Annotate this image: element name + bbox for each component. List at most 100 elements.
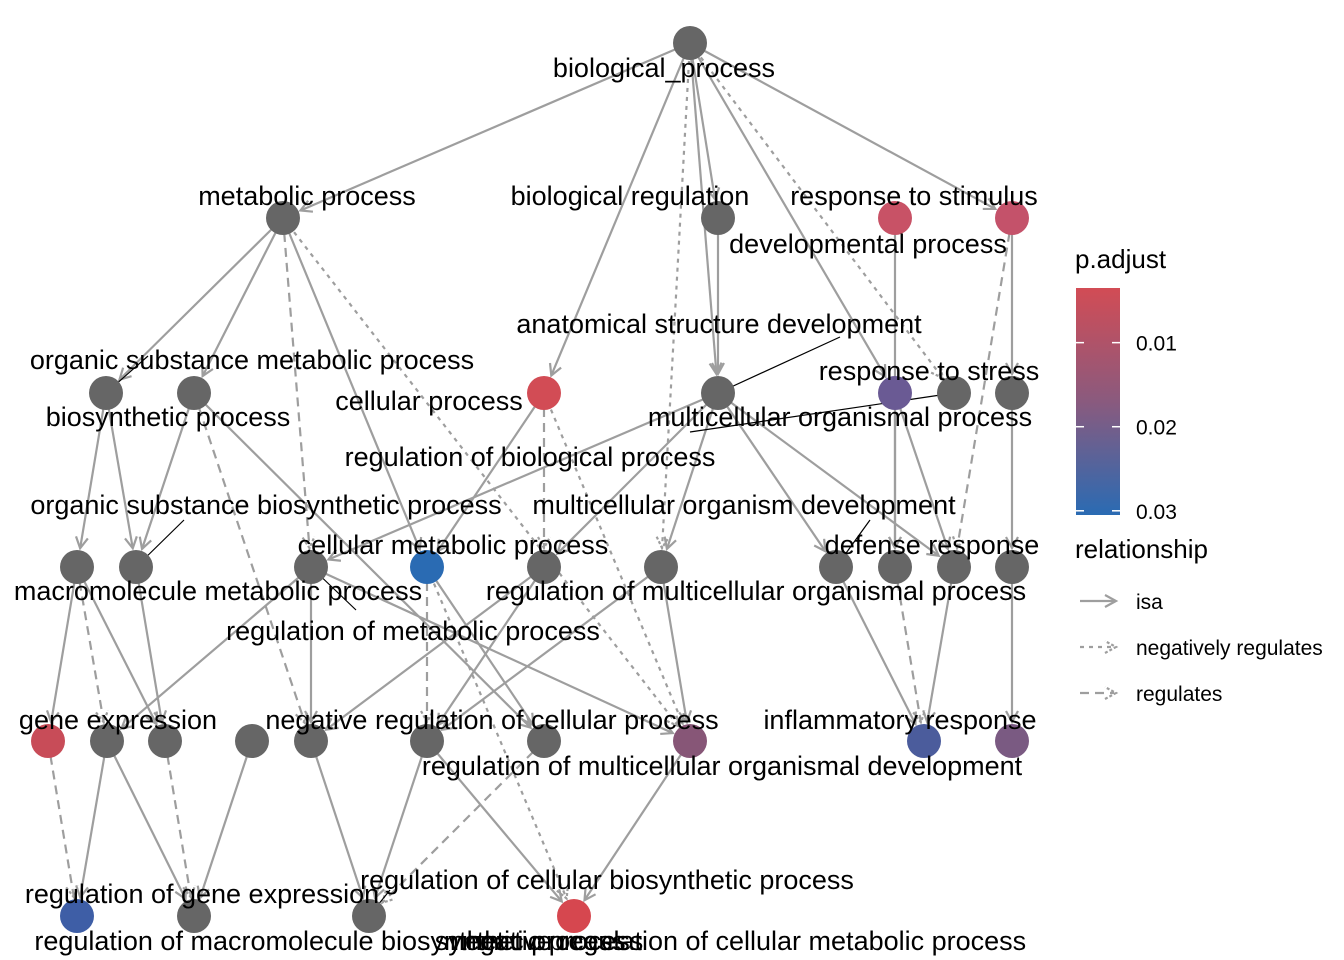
go-node-asd[interactable]	[701, 376, 735, 410]
edge-arrowhead	[326, 549, 342, 562]
edge-arrowhead	[45, 710, 60, 725]
edge-isa	[688, 42, 717, 200]
edge-regulates	[192, 392, 306, 724]
go-node-label: regulation of gene expression	[25, 879, 379, 909]
edge-isa	[325, 566, 545, 731]
go-node-label: regulation of macromolecule biosynthetic…	[34, 926, 625, 956]
edge-arrowhead	[583, 887, 597, 903]
edge-isa	[426, 740, 563, 903]
go-node-label: synthetic process	[435, 926, 644, 956]
edge-isa	[281, 217, 421, 550]
edge-negatively-regulates	[425, 566, 568, 899]
legend-edge-key-label: negatively regulates	[1136, 637, 1323, 660]
go-node-r5f[interactable]	[995, 724, 1029, 758]
edge-arrowhead	[138, 536, 152, 552]
go-node-rtst[interactable]	[878, 376, 912, 410]
edge-arrowhead	[182, 885, 197, 900]
edge-isa	[300, 41, 691, 212]
go-node-nrcp[interactable]	[410, 724, 444, 758]
edge-arrowhead	[420, 710, 434, 725]
go-node-rcbp[interactable]	[352, 899, 386, 933]
go-node-label: multicellular organism development	[532, 490, 956, 520]
go-node-label: regulation of metabolic process	[226, 616, 600, 646]
edge-arrowhead	[706, 187, 721, 202]
edge-isa	[118, 217, 284, 381]
edge-arrowhead	[380, 890, 395, 905]
edge-arrowhead	[951, 536, 966, 551]
go-node-cp[interactable]	[527, 376, 561, 410]
edge-arrowhead	[672, 710, 686, 726]
colorbar-tick-label: 0.02	[1136, 417, 1177, 440]
edge-isa	[556, 392, 719, 555]
go-node-label: biological regulation	[511, 181, 750, 211]
go-node-label: multicellular organismal process	[648, 402, 1032, 432]
go-node-mod[interactable]	[819, 550, 853, 584]
go-node-rmop[interactable]	[644, 550, 678, 584]
go-node-r4b[interactable]	[995, 550, 1029, 584]
edge-negatively-regulates	[542, 392, 684, 724]
edge-arrowhead	[537, 536, 551, 551]
edge-isa	[120, 566, 312, 730]
go-node-rge[interactable]	[60, 899, 94, 933]
edge-isa	[689, 42, 996, 210]
go-node-label: negative regulation of cellular metaboli…	[450, 926, 1026, 956]
edge-arrowhead	[926, 543, 941, 558]
go-node-biop[interactable]	[177, 376, 211, 410]
go-node-def[interactable]	[878, 550, 912, 584]
edge-arrowhead	[874, 364, 887, 379]
go-node-r5e[interactable]	[527, 724, 561, 758]
edge-arrowhead	[888, 536, 902, 551]
go-node-osmp[interactable]	[89, 376, 123, 410]
go-node-label: cellular metabolic process	[298, 530, 609, 560]
legend-edge-title: relationship	[1075, 534, 1208, 564]
edge-arrowhead	[1005, 362, 1019, 377]
edge-arrowhead	[174, 886, 188, 902]
edge-arrowhead	[922, 710, 936, 725]
go-node-bp[interactable]	[673, 26, 707, 60]
edge-isa	[659, 566, 688, 723]
edge-arrowhead	[196, 885, 210, 901]
go-node-rmbp[interactable]	[177, 899, 211, 933]
go-node-mop[interactable]	[937, 376, 971, 410]
go-node-rts[interactable]	[995, 201, 1029, 235]
edge-arrowhead	[201, 363, 214, 379]
go-node-r5b[interactable]	[148, 724, 182, 758]
go-node-label: biological_process	[553, 53, 775, 83]
go-node-r5a[interactable]	[90, 724, 124, 758]
edge-regulates	[163, 740, 192, 898]
go-node-breg[interactable]	[701, 201, 735, 235]
go-node-rbp[interactable]	[410, 550, 444, 584]
edge-arrowhead	[119, 716, 134, 731]
go-node-r5d[interactable]	[294, 724, 328, 758]
go-node-cmp[interactable]	[294, 550, 328, 584]
go-node-ge[interactable]	[31, 724, 65, 758]
go-node-osbp[interactable]	[119, 550, 153, 584]
edge-isa	[436, 392, 545, 552]
edge-isa	[328, 391, 719, 561]
edge-arrowhead	[813, 538, 827, 554]
go-node-rmp[interactable]	[527, 550, 561, 584]
go-node-srp[interactable]	[557, 899, 591, 933]
go-node-r5c[interactable]	[235, 724, 269, 758]
go-node-label: regulation of cellular biosynthetic proc…	[360, 865, 854, 895]
go-node-dev[interactable]	[878, 201, 912, 235]
go-node-label: cellular process	[335, 386, 523, 416]
edge-isa	[373, 740, 429, 899]
edge-isa	[441, 566, 662, 731]
go-node-mom[interactable]	[60, 550, 94, 584]
edge-negatively-regulates	[689, 42, 944, 379]
node-layer	[31, 26, 1029, 933]
edge-arrowhead	[74, 536, 89, 551]
go-node-rmod[interactable]	[673, 724, 707, 758]
edge-isa	[310, 566, 674, 735]
edge-arrowhead	[930, 365, 944, 380]
go-node-infl[interactable]	[907, 724, 941, 758]
edge-arrowhead	[660, 722, 675, 736]
go-node-r4a[interactable]	[937, 550, 971, 584]
edge-isa	[79, 392, 108, 549]
edge-isa	[426, 566, 535, 726]
go-node-rsn[interactable]	[995, 376, 1029, 410]
edge-regulates	[893, 566, 922, 723]
edge-arrowhead	[518, 715, 533, 730]
go-node-mp[interactable]	[266, 201, 300, 235]
